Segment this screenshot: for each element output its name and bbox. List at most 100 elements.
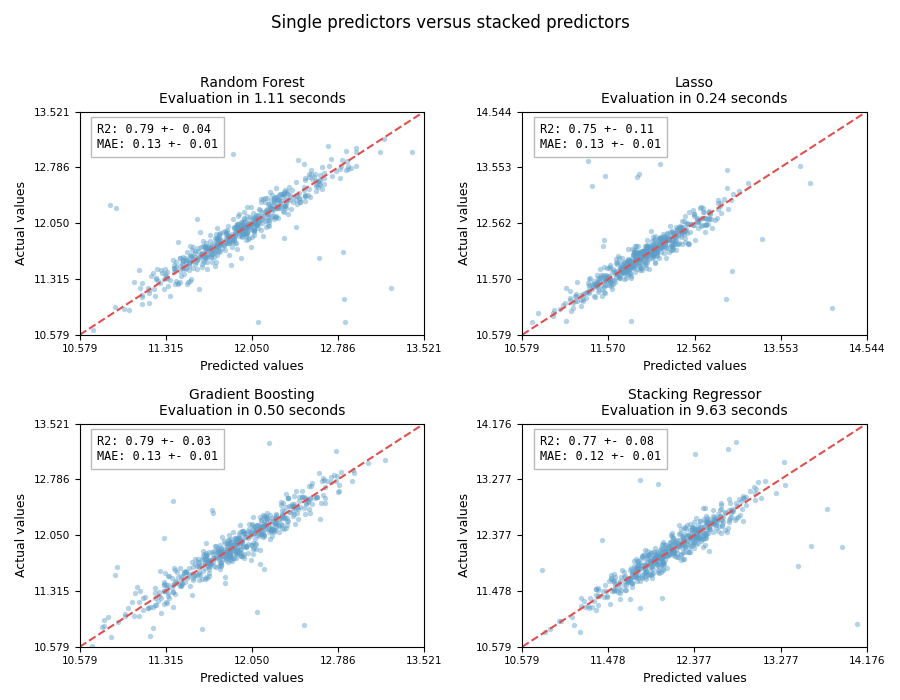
Point — [634, 250, 648, 261]
Point — [337, 294, 351, 305]
Point — [133, 282, 148, 293]
Point — [690, 213, 705, 224]
Point — [332, 480, 347, 491]
Point — [259, 516, 274, 527]
Point — [665, 533, 680, 544]
Point — [294, 491, 309, 503]
Point — [174, 252, 188, 263]
Point — [251, 216, 266, 228]
Point — [140, 282, 155, 293]
Point — [655, 551, 670, 562]
Point — [230, 244, 244, 255]
Point — [627, 241, 642, 252]
Point — [265, 202, 279, 214]
Point — [247, 527, 261, 538]
Point — [196, 565, 211, 576]
Point — [266, 211, 280, 222]
Point — [268, 211, 283, 223]
Point — [247, 543, 261, 554]
Point — [218, 578, 232, 589]
Point — [178, 565, 193, 576]
Point — [674, 555, 688, 566]
Point — [298, 190, 312, 202]
Point — [640, 254, 654, 265]
Point — [248, 217, 263, 228]
Point — [626, 556, 641, 567]
Point — [652, 239, 666, 250]
Point — [623, 573, 637, 584]
Point — [277, 512, 292, 523]
Point — [237, 548, 251, 559]
Point — [259, 208, 274, 219]
Point — [659, 550, 673, 561]
Point — [641, 246, 655, 258]
Point — [192, 574, 206, 585]
Point — [148, 592, 162, 603]
Point — [666, 236, 680, 247]
Point — [328, 445, 343, 456]
Point — [654, 553, 669, 564]
Point — [598, 274, 612, 286]
Point — [262, 216, 276, 228]
Point — [661, 229, 675, 240]
Point — [166, 586, 180, 597]
Point — [236, 228, 250, 239]
Point — [262, 522, 276, 533]
Point — [658, 233, 672, 244]
Point — [286, 498, 301, 509]
Point — [616, 265, 630, 276]
Point — [606, 263, 620, 274]
Point — [637, 245, 652, 256]
Point — [650, 552, 664, 563]
Point — [237, 223, 251, 234]
Point — [538, 626, 553, 637]
Point — [248, 521, 262, 532]
Point — [749, 483, 763, 494]
Point — [178, 566, 193, 578]
Point — [634, 572, 649, 583]
Point — [233, 526, 248, 538]
Point — [328, 166, 343, 177]
Point — [706, 518, 720, 529]
Point — [577, 596, 591, 607]
Point — [617, 256, 632, 267]
Point — [264, 211, 278, 222]
Point — [307, 171, 321, 182]
Point — [630, 253, 644, 265]
Text: R2: 0.79 +- 0.04
MAE: 0.13 +- 0.01: R2: 0.79 +- 0.04 MAE: 0.13 +- 0.01 — [97, 122, 218, 150]
Point — [213, 245, 228, 256]
Point — [269, 194, 284, 205]
Point — [666, 244, 680, 255]
Point — [748, 488, 762, 499]
Point — [569, 290, 583, 301]
Point — [303, 192, 318, 203]
Point — [687, 219, 701, 230]
Point — [175, 578, 189, 589]
Point — [609, 266, 624, 277]
Point — [232, 224, 247, 235]
Point — [669, 545, 683, 556]
Point — [618, 570, 633, 582]
Point — [598, 171, 612, 182]
Point — [193, 251, 207, 262]
Point — [669, 230, 683, 241]
Point — [634, 251, 648, 262]
Point — [635, 252, 650, 263]
Point — [600, 262, 615, 273]
Point — [729, 498, 743, 509]
Point — [190, 556, 204, 568]
Point — [676, 547, 690, 558]
Point — [590, 281, 605, 292]
Point — [201, 561, 215, 572]
Point — [248, 522, 262, 533]
Point — [248, 216, 263, 228]
Point — [626, 570, 641, 582]
Point — [590, 270, 604, 281]
Point — [676, 531, 690, 542]
Point — [582, 592, 597, 603]
Point — [274, 518, 288, 529]
Point — [620, 575, 634, 587]
Point — [639, 259, 653, 270]
Point — [627, 247, 642, 258]
Point — [602, 273, 616, 284]
